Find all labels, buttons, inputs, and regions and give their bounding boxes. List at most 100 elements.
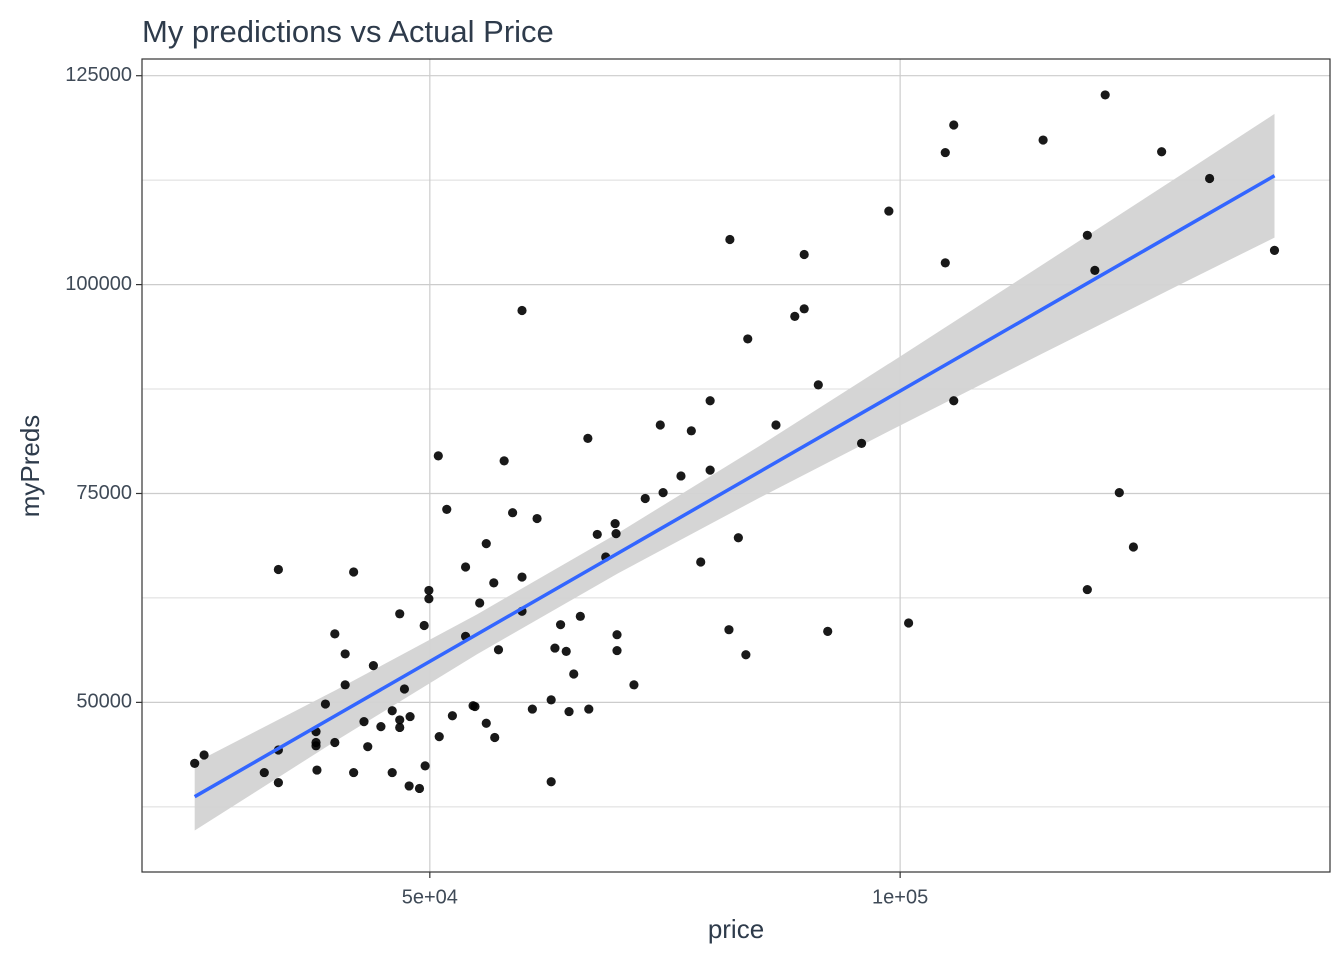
point	[823, 626, 833, 636]
point	[527, 704, 537, 714]
point	[376, 722, 386, 732]
point	[493, 645, 504, 655]
point	[550, 643, 560, 653]
point	[813, 380, 823, 390]
point	[575, 611, 585, 621]
point	[592, 529, 602, 540]
point	[405, 711, 415, 722]
point	[555, 620, 566, 630]
point	[904, 618, 914, 628]
point	[799, 249, 809, 260]
point	[490, 732, 500, 743]
fit-line	[193, 174, 1276, 799]
point	[481, 718, 491, 728]
point	[546, 695, 556, 705]
point	[433, 451, 443, 461]
point	[395, 722, 405, 733]
point	[1038, 135, 1048, 145]
point	[1114, 488, 1124, 498]
point	[724, 625, 734, 635]
point	[517, 305, 527, 316]
point	[190, 758, 200, 768]
point	[199, 750, 209, 760]
y-tick-label: 75000	[76, 482, 132, 504]
point	[434, 732, 444, 742]
point	[481, 539, 491, 549]
point	[771, 420, 781, 430]
point	[340, 649, 350, 659]
point	[311, 741, 321, 751]
point	[273, 564, 283, 575]
x-tick-label: 5e+04	[402, 886, 458, 908]
point	[368, 661, 378, 671]
point	[460, 562, 471, 572]
point	[584, 704, 594, 714]
point	[676, 471, 686, 481]
point	[442, 504, 452, 514]
confidence-band	[194, 113, 1275, 831]
point	[1082, 584, 1092, 595]
point	[790, 311, 800, 321]
x-axis-title: price	[708, 914, 764, 944]
point	[359, 716, 369, 727]
point	[1205, 173, 1215, 184]
point	[705, 396, 715, 406]
point	[387, 706, 397, 716]
point	[949, 120, 959, 130]
panel-border	[141, 58, 1331, 873]
point	[686, 426, 696, 436]
point	[395, 609, 405, 619]
point	[508, 508, 518, 518]
point	[741, 650, 751, 660]
y-tick-label: 100000	[65, 273, 132, 295]
point	[705, 465, 715, 475]
point	[499, 456, 509, 466]
point	[363, 742, 373, 752]
point	[420, 761, 430, 771]
point	[404, 781, 414, 791]
point	[273, 777, 283, 788]
point	[470, 701, 480, 712]
point	[1269, 245, 1280, 255]
point	[569, 669, 579, 679]
point	[517, 572, 527, 582]
x-tick-label: 1e+05	[872, 886, 928, 908]
point	[312, 765, 322, 775]
point	[340, 680, 350, 690]
point	[612, 645, 622, 656]
point	[1100, 90, 1110, 100]
point	[655, 420, 665, 430]
point	[419, 620, 429, 631]
point	[725, 234, 735, 245]
point	[447, 711, 458, 721]
point	[583, 433, 593, 443]
point	[1157, 147, 1167, 157]
point	[387, 767, 397, 778]
point	[733, 533, 743, 543]
point	[424, 594, 434, 604]
point	[940, 147, 950, 158]
point	[414, 783, 425, 794]
y-tick-label: 125000	[65, 64, 132, 86]
point	[399, 684, 410, 694]
point	[259, 767, 269, 778]
point	[629, 680, 639, 690]
point	[658, 488, 668, 498]
point	[611, 528, 621, 539]
point	[696, 557, 706, 567]
point	[561, 646, 571, 657]
y-tick-label: 50000	[76, 691, 132, 713]
point	[1090, 265, 1100, 275]
point	[610, 518, 620, 529]
point	[1082, 230, 1092, 240]
point	[330, 737, 340, 748]
point	[349, 567, 359, 577]
point	[330, 629, 340, 639]
point	[612, 630, 622, 640]
point	[799, 304, 809, 314]
point	[564, 706, 574, 717]
point	[489, 578, 499, 588]
point	[856, 438, 867, 448]
y-axis-title: myPreds	[15, 415, 45, 518]
